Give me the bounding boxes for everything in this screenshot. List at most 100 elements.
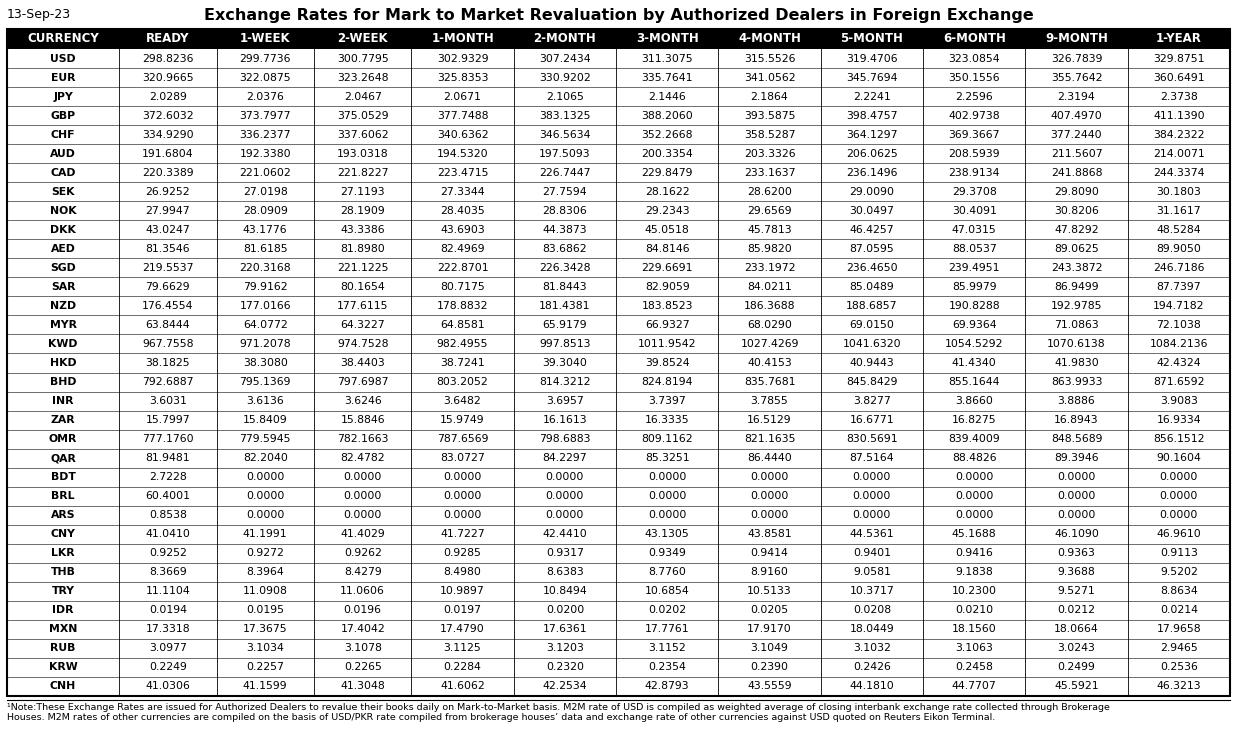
Bar [7, 620, 1230, 639]
Text: 3.1125: 3.1125 [444, 643, 481, 653]
Text: 41.4340: 41.4340 [951, 358, 997, 368]
Text: CAD: CAD [51, 168, 75, 178]
Text: 3.1034: 3.1034 [246, 643, 285, 653]
Text: 0.2354: 0.2354 [648, 662, 687, 672]
Text: READY: READY [146, 33, 189, 45]
Text: 3.6246: 3.6246 [344, 396, 381, 406]
Text: 0.0000: 0.0000 [1058, 510, 1096, 520]
Text: 3.1152: 3.1152 [648, 643, 687, 653]
Text: 16.5129: 16.5129 [747, 415, 792, 425]
Text: 63.8444: 63.8444 [146, 320, 190, 330]
Text: 82.4969: 82.4969 [440, 243, 485, 254]
Text: 809.1162: 809.1162 [642, 434, 693, 444]
Text: 236.4650: 236.4650 [846, 263, 898, 273]
Text: 2-MONTH: 2-MONTH [533, 33, 596, 45]
Text: 226.3428: 226.3428 [539, 263, 590, 273]
Text: 86.9499: 86.9499 [1054, 282, 1098, 292]
Text: 845.8429: 845.8429 [846, 377, 898, 387]
Text: THB: THB [51, 567, 75, 578]
Bar [7, 334, 1230, 354]
Bar [7, 658, 1230, 677]
Text: 323.2648: 323.2648 [336, 73, 388, 82]
Text: 0.0000: 0.0000 [546, 510, 584, 520]
Text: ZAR: ZAR [51, 415, 75, 425]
Text: 3.8660: 3.8660 [955, 396, 993, 406]
Text: 80.7175: 80.7175 [440, 282, 485, 292]
Text: 186.3688: 186.3688 [743, 301, 795, 311]
Text: 0.0200: 0.0200 [546, 606, 584, 615]
Text: SAR: SAR [51, 282, 75, 292]
Bar [7, 29, 1230, 696]
Text: 81.8443: 81.8443 [543, 282, 588, 292]
Text: 43.6903: 43.6903 [440, 225, 485, 235]
Text: 967.7558: 967.7558 [142, 339, 193, 349]
Text: 2.0671: 2.0671 [444, 91, 481, 101]
Text: 221.8227: 221.8227 [336, 168, 388, 178]
Text: 16.3335: 16.3335 [644, 415, 689, 425]
Text: 307.2434: 307.2434 [539, 54, 591, 64]
Text: 88.0537: 88.0537 [951, 243, 997, 254]
Text: 0.2390: 0.2390 [751, 662, 788, 672]
Text: 226.7447: 226.7447 [539, 168, 590, 178]
Bar [7, 411, 1230, 429]
Text: 43.1776: 43.1776 [242, 225, 287, 235]
Text: 85.0489: 85.0489 [850, 282, 894, 292]
Text: 3.7855: 3.7855 [751, 396, 788, 406]
Text: 82.9059: 82.9059 [644, 282, 689, 292]
Text: 41.1991: 41.1991 [242, 529, 287, 539]
Text: 821.1635: 821.1635 [743, 434, 795, 444]
Text: 9.1838: 9.1838 [955, 567, 993, 578]
Text: 8.3669: 8.3669 [148, 567, 187, 578]
Text: 15.8846: 15.8846 [340, 415, 385, 425]
Bar [7, 277, 1230, 296]
Text: 17.4042: 17.4042 [340, 624, 385, 634]
Text: 41.4029: 41.4029 [340, 529, 385, 539]
Text: 341.0562: 341.0562 [743, 73, 795, 82]
Text: 0.0195: 0.0195 [246, 606, 285, 615]
Text: 8.6383: 8.6383 [546, 567, 584, 578]
Text: 0.0210: 0.0210 [955, 606, 993, 615]
Bar [7, 677, 1230, 696]
Bar [7, 639, 1230, 658]
Text: 398.4757: 398.4757 [846, 110, 898, 121]
Text: 18.0664: 18.0664 [1054, 624, 1098, 634]
Text: 17.9658: 17.9658 [1157, 624, 1201, 634]
Text: 8.8634: 8.8634 [1160, 587, 1197, 596]
Text: 81.6185: 81.6185 [242, 243, 287, 254]
Text: 83.0727: 83.0727 [440, 453, 485, 463]
Text: 0.0000: 0.0000 [1159, 491, 1197, 501]
Text: 0.0000: 0.0000 [344, 491, 382, 501]
Text: 203.3326: 203.3326 [743, 149, 795, 159]
Text: 1011.9542: 1011.9542 [638, 339, 696, 349]
Text: 2.0289: 2.0289 [148, 91, 187, 101]
Bar [7, 29, 1230, 49]
Text: NZD: NZD [49, 301, 77, 311]
Text: 43.5559: 43.5559 [747, 681, 792, 692]
Text: 3.9083: 3.9083 [1160, 396, 1197, 406]
Text: 42.4410: 42.4410 [543, 529, 588, 539]
Text: 3.7397: 3.7397 [648, 396, 687, 406]
Text: 27.3344: 27.3344 [440, 187, 485, 197]
Bar [7, 182, 1230, 201]
Text: 15.9749: 15.9749 [440, 415, 485, 425]
Bar [7, 29, 1230, 49]
Text: 340.6362: 340.6362 [437, 129, 489, 140]
Text: 8.4279: 8.4279 [344, 567, 381, 578]
Text: 9.5202: 9.5202 [1160, 567, 1197, 578]
Text: 192.9785: 192.9785 [1050, 301, 1102, 311]
Text: 337.6062: 337.6062 [336, 129, 388, 140]
Text: RUB: RUB [51, 643, 75, 653]
Text: BRL: BRL [51, 491, 74, 501]
Text: 176.4554: 176.4554 [142, 301, 193, 311]
Text: 300.7795: 300.7795 [336, 54, 388, 64]
Text: 1-MONTH: 1-MONTH [432, 33, 494, 45]
Text: 3.8886: 3.8886 [1058, 396, 1096, 406]
Bar [7, 448, 1230, 468]
Text: 0.0000: 0.0000 [751, 510, 789, 520]
Text: 360.6491: 360.6491 [1153, 73, 1205, 82]
Text: 325.8353: 325.8353 [437, 73, 489, 82]
Text: 350.1556: 350.1556 [949, 73, 999, 82]
Text: 10.6854: 10.6854 [644, 587, 689, 596]
Text: 9.5271: 9.5271 [1058, 587, 1096, 596]
Text: 383.1325: 383.1325 [539, 110, 590, 121]
